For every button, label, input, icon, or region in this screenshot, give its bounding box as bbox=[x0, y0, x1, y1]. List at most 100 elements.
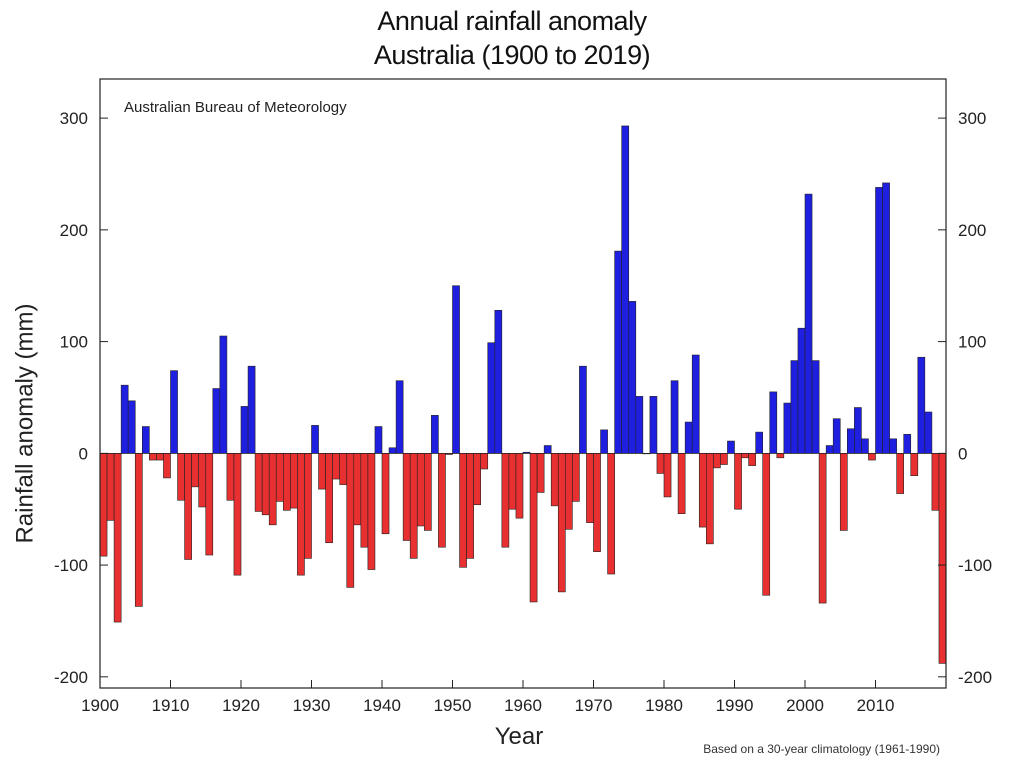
bar-1984 bbox=[691, 354, 700, 454]
bar-1931 bbox=[318, 453, 326, 490]
bar-1918 bbox=[226, 453, 235, 501]
x-tick-label: 1930 bbox=[293, 696, 331, 715]
bar-2008 bbox=[861, 438, 869, 454]
bar-1994 bbox=[762, 453, 771, 596]
chart-subtitle: Australia (1900 to 2019) bbox=[373, 40, 651, 70]
bar-1995 bbox=[769, 391, 778, 454]
bar-1922 bbox=[254, 453, 263, 512]
bar-1910 bbox=[170, 370, 178, 454]
bar-1961 bbox=[529, 453, 538, 603]
bar-1956 bbox=[494, 310, 503, 454]
x-axis-title: Year bbox=[495, 723, 544, 750]
bar-1906 bbox=[142, 426, 150, 454]
bar-1921 bbox=[247, 365, 256, 454]
bar-1905 bbox=[134, 453, 143, 607]
y-tick-label-right: -200 bbox=[958, 668, 992, 687]
bar-1911 bbox=[177, 453, 185, 501]
bar-1908 bbox=[156, 453, 164, 461]
bar-1939 bbox=[374, 426, 383, 454]
x-tick-label: 1920 bbox=[222, 696, 260, 715]
bar-2014 bbox=[903, 434, 912, 454]
bar-1925 bbox=[275, 453, 284, 502]
y-tick-label-right: 200 bbox=[958, 221, 986, 240]
bar-1943 bbox=[402, 453, 411, 541]
bar-2004 bbox=[832, 418, 841, 454]
bar-2017 bbox=[924, 411, 933, 454]
bar-1974 bbox=[621, 125, 630, 454]
bar-1909 bbox=[163, 453, 171, 479]
bar-1916 bbox=[212, 388, 221, 454]
bar-1942 bbox=[395, 380, 404, 454]
y-tick-label-right: 100 bbox=[958, 333, 986, 352]
bar-1915 bbox=[205, 453, 214, 556]
x-tick-label: 2000 bbox=[786, 696, 824, 715]
bar-1981 bbox=[670, 380, 679, 454]
y-tick-label-left: -200 bbox=[54, 668, 88, 687]
bar-2002 bbox=[818, 453, 827, 604]
bar-1966 bbox=[564, 453, 573, 530]
bar-2006 bbox=[846, 428, 855, 454]
bar-1945 bbox=[416, 453, 425, 527]
bar-1998 bbox=[790, 360, 799, 454]
bar-1958 bbox=[508, 453, 517, 510]
x-tick-label: 1960 bbox=[504, 696, 542, 715]
bar-1962 bbox=[536, 453, 545, 493]
bar-2018 bbox=[931, 453, 940, 511]
y-tick-label-left: 100 bbox=[60, 333, 88, 352]
bar-1965 bbox=[557, 453, 566, 593]
climatology-note: Based on a 30-year climatology (1961-199… bbox=[703, 742, 940, 756]
bar-2019 bbox=[938, 453, 947, 664]
bar-1996 bbox=[776, 453, 785, 459]
bar-1927 bbox=[290, 453, 298, 509]
bar-1975 bbox=[628, 301, 637, 454]
bar-1944 bbox=[409, 453, 418, 559]
bar-1953 bbox=[473, 453, 481, 506]
bar-2009 bbox=[868, 453, 876, 461]
credit-text: Australian Bureau of Meteorology bbox=[124, 99, 347, 116]
y-tick-label-left: 300 bbox=[60, 109, 88, 128]
bar-1951 bbox=[459, 453, 467, 568]
x-tick-label: 1910 bbox=[152, 696, 190, 715]
bar-1959 bbox=[515, 453, 524, 519]
bar-1903 bbox=[120, 384, 129, 454]
bar-1950 bbox=[452, 285, 460, 454]
x-tick-label: 1970 bbox=[575, 696, 613, 715]
bar-1946 bbox=[423, 453, 432, 531]
bar-1968 bbox=[579, 365, 587, 454]
bar-1901 bbox=[106, 453, 115, 521]
y-tick-label-left: 200 bbox=[60, 221, 88, 240]
x-tick-label: 1940 bbox=[363, 696, 401, 715]
bar-1982 bbox=[677, 453, 686, 514]
bar-1920 bbox=[240, 406, 249, 454]
bar-1986 bbox=[705, 453, 714, 545]
bar-2000 bbox=[804, 193, 813, 454]
bar-1941 bbox=[388, 447, 397, 454]
bar-1988 bbox=[720, 453, 728, 465]
bar-2005 bbox=[839, 453, 848, 531]
bar-1933 bbox=[332, 453, 340, 480]
bar-1937 bbox=[360, 453, 369, 548]
chart-title: Annual rainfall anomaly bbox=[377, 6, 647, 36]
bar-1978 bbox=[649, 396, 658, 454]
y-tick-label-right: 0 bbox=[958, 444, 967, 463]
y-tick-label-left: 0 bbox=[79, 444, 88, 463]
x-tick-label: 1980 bbox=[645, 696, 683, 715]
bar-2007 bbox=[854, 407, 862, 454]
bar-1973 bbox=[614, 250, 623, 454]
bar-1940 bbox=[381, 453, 390, 535]
bar-1935 bbox=[346, 453, 355, 588]
bar-1997 bbox=[783, 402, 792, 454]
bar-1919 bbox=[233, 453, 242, 576]
bar-1914 bbox=[198, 453, 207, 508]
bars-group bbox=[99, 125, 947, 664]
bar-2016 bbox=[917, 356, 926, 454]
bar-1964 bbox=[550, 453, 559, 507]
bar-1993 bbox=[755, 431, 764, 454]
bar-1989 bbox=[727, 440, 735, 454]
bar-1976 bbox=[635, 396, 644, 454]
bar-1907 bbox=[149, 453, 157, 461]
x-tick-label: 1990 bbox=[716, 696, 754, 715]
bar-1957 bbox=[501, 453, 510, 548]
bar-1987 bbox=[713, 453, 721, 469]
